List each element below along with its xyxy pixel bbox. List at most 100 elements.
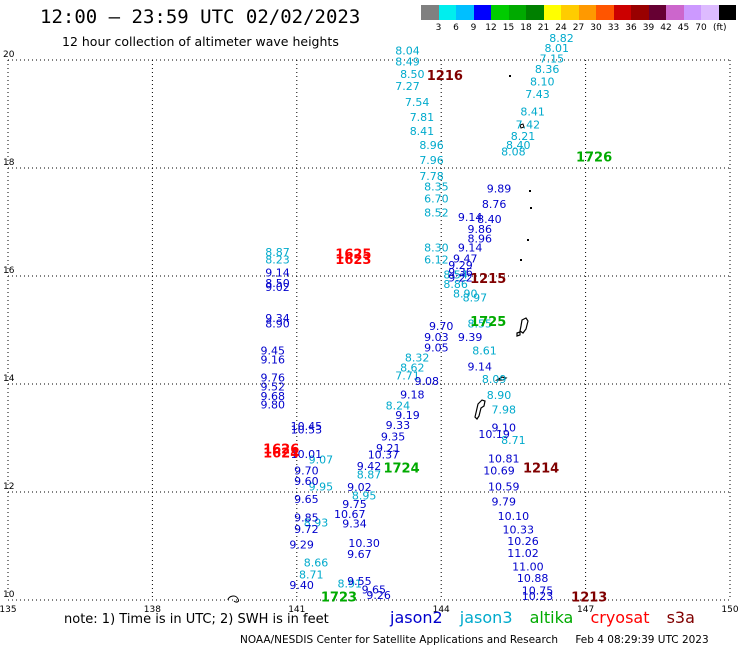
wave-height-value: 10.23 — [522, 590, 554, 603]
wave-height-value: 8.41 — [410, 125, 435, 138]
wave-height-value: 8.35 — [424, 181, 449, 194]
color-scale-unit: (ft) — [713, 23, 727, 33]
wave-height-value: 9.80 — [260, 398, 285, 411]
wave-height-value: 8.01 — [544, 42, 569, 55]
wave-height-value: 9.10 — [492, 422, 517, 435]
color-scale-label: 3 — [435, 23, 442, 33]
y-tick-label: 20 — [3, 50, 15, 60]
wave-height-value: 9.19 — [395, 409, 420, 422]
wave-height-value: 9.29 — [289, 539, 314, 552]
wave-height-value: 6.12 — [424, 254, 449, 267]
legend-jason3: jason3 — [459, 608, 513, 627]
map-subtitle: 12 hour collection of altimeter wave hei… — [62, 34, 339, 49]
x-tick-label: 144 — [433, 605, 450, 615]
wave-height-values: 9.079.958.938.668.718.918.958.878.247.71… — [260, 32, 573, 603]
wave-height-value: 9.45 — [260, 344, 285, 357]
wave-height-value: 7.43 — [525, 88, 550, 101]
wave-height-value: 8.21 — [511, 130, 536, 143]
wave-height-value: 9.34 — [265, 312, 290, 325]
wave-height-value: 8.04 — [395, 45, 420, 58]
wave-height-value: 9.70 — [429, 320, 454, 333]
wave-height-value: 9.95 — [309, 480, 334, 493]
wave-height-value: 9.67 — [347, 548, 372, 561]
x-tick-label: 141 — [288, 605, 305, 615]
wave-height-value: 8.62 — [400, 362, 425, 375]
color-swatch — [543, 5, 561, 20]
islet-6 — [520, 259, 522, 261]
color-swatch — [438, 5, 456, 20]
wave-height-value: 9.60 — [294, 475, 319, 488]
color-swatch — [526, 5, 544, 20]
wave-height-value: 10.10 — [498, 510, 530, 523]
wave-height-value: 9.03 — [424, 331, 449, 344]
wave-height-value: 8.30 — [424, 242, 449, 255]
footer: NOAA/NESDIS Center for Satellite Applica… — [240, 634, 723, 646]
wave-height-value: 7.71 — [395, 370, 420, 383]
color-swatch — [718, 5, 736, 20]
wave-height-value: 9.75 — [342, 498, 367, 511]
wave-height-value: 10.75 — [522, 585, 554, 598]
color-scale-label: 39 — [642, 23, 655, 33]
wave-height-value: 8.93 — [304, 517, 329, 530]
wave-height-value: 8.40 — [477, 213, 502, 226]
legend-altika: altika — [529, 608, 574, 627]
islet-7 — [227, 595, 239, 603]
color-swatch — [491, 5, 509, 20]
wave-height-value: 9.33 — [386, 419, 411, 432]
wave-height-value: 9.02 — [347, 481, 372, 494]
wave-height-value: 8.36 — [535, 63, 560, 76]
wave-height-value: 8.61 — [472, 344, 497, 357]
pass-time-label: 1726 — [576, 151, 612, 166]
wave-height-value: 9.14 — [467, 361, 492, 374]
legend-jason2: jason2 — [390, 608, 443, 627]
wave-height-value: 10.37 — [368, 449, 400, 462]
wave-height-value: 7.27 — [395, 80, 420, 93]
wave-height-value: 9.85 — [294, 512, 319, 525]
color-swatch — [421, 5, 439, 20]
wave-height-value: 10.26 — [507, 535, 539, 548]
wave-height-value: 10.19 — [478, 428, 510, 441]
pass-time-label: 1723 — [321, 591, 357, 606]
color-scale-label: 30 — [590, 23, 602, 33]
wave-height-value: 8.41 — [520, 106, 545, 119]
wave-height-value: 8.96 — [467, 233, 492, 246]
color-swatch — [613, 5, 631, 20]
islet-2 — [519, 123, 525, 129]
wave-height-value: 7.54 — [405, 96, 430, 109]
wave-height-value: 8.90 — [487, 389, 512, 402]
x-tick-label: 135 — [0, 605, 17, 615]
wave-height-value: 8.87 — [265, 246, 290, 259]
wave-height-value: 9.14 — [265, 267, 290, 280]
color-swatch — [473, 5, 491, 20]
wave-height-value: 9.68 — [260, 390, 285, 403]
wave-height-value: 7.81 — [410, 111, 435, 124]
legend-s3a: s3a — [666, 608, 695, 627]
legend-cryosat: cryosat — [590, 608, 650, 627]
y-tick-label: 12 — [3, 482, 14, 492]
wave-height-value: 7.78 — [419, 170, 444, 183]
wave-height-value: 11.00 — [512, 560, 544, 573]
color-swatch — [648, 5, 666, 20]
y-tick-label: 18 — [3, 158, 15, 168]
pass-time-label: 1725 — [470, 315, 506, 330]
wave-height-value: 11.02 — [507, 547, 539, 560]
wave-height-value: 10.30 — [348, 537, 380, 550]
wave-height-value: 9.65 — [362, 584, 387, 597]
wave-height-value: 9.35 — [381, 431, 406, 444]
wave-height-value: 9.89 — [487, 182, 512, 195]
pass-time-label: 1214 — [523, 462, 559, 477]
wave-height-value: 10.67 — [334, 508, 366, 521]
wave-height-value: 9.26 — [366, 589, 391, 602]
wave-height-value: 8.71 — [501, 434, 526, 447]
color-scale-label: 15 — [502, 23, 515, 33]
wave-height-value: 8.32 — [405, 351, 430, 364]
color-scale-label: 24 — [555, 23, 567, 33]
pass-time-label: 1216 — [427, 69, 463, 84]
wave-height-value: 7.42 — [516, 119, 541, 132]
color-scale-label: 45 — [677, 23, 690, 33]
color-swatch — [561, 5, 579, 20]
footer-date: Feb 4 08:29:39 UTC 2023 — [575, 634, 709, 646]
y-tick-label: 10 — [3, 590, 15, 600]
wave-height-value: 8.09 — [482, 373, 507, 386]
